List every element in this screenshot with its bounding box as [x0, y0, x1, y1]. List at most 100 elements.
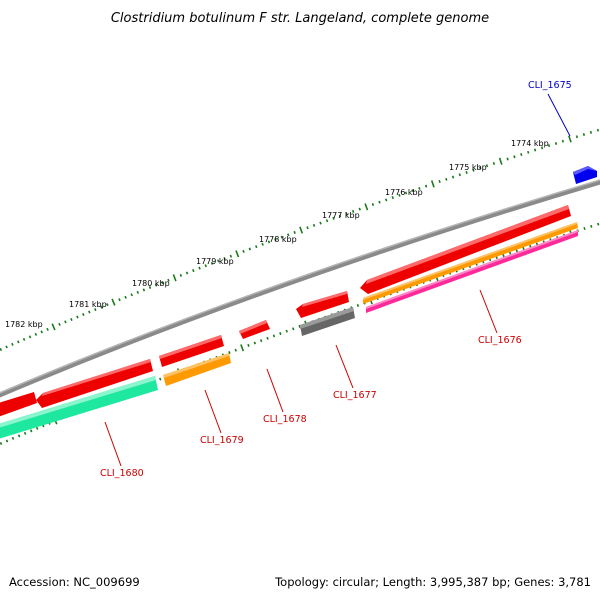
ruler-minor-tick: [506, 157, 509, 161]
ruler-major-tick: [111, 298, 116, 306]
gene-label-cli-1679[interactable]: CLI_1679: [200, 435, 244, 446]
ruler-minor-tick: [384, 198, 388, 202]
ruler-minor-tick: [561, 139, 565, 143]
gene-cli-1675[interactable]: [573, 166, 597, 184]
ruler-minor-tick: [210, 261, 214, 265]
ruler-minor-tick: [118, 298, 121, 302]
ruler-minor-tick: [267, 240, 271, 244]
ruler-minor-tick: [11, 342, 14, 346]
ruler-minor-tick: [242, 249, 245, 253]
ruler-minor-tick: [492, 162, 496, 165]
ruler-minor-tick: [159, 377, 162, 381]
ruler-minor-tick: [527, 150, 530, 154]
gene-cli-1676[interactable]: [360, 205, 578, 313]
ruler-minor-tick: [167, 278, 170, 282]
ruler-major-tick: [430, 180, 435, 188]
ruler-minor-tick: [100, 305, 103, 309]
gene-label-cli-1680[interactable]: CLI_1680: [100, 468, 144, 479]
ruler-minor-tick: [338, 214, 342, 218]
ruler-minor-tick: [17, 434, 21, 438]
ruler-minor-tick: [472, 168, 475, 172]
ruler-minor-tick: [319, 221, 322, 225]
ruler-minor-tick: [590, 224, 593, 228]
gene-label-cli-1676[interactable]: CLI_1676: [478, 335, 522, 346]
ruler-minor-tick: [445, 177, 448, 181]
gene-cli-1679[interactable]: [159, 335, 231, 386]
ruler-minor-tick: [161, 281, 164, 285]
ruler-minor-tick: [106, 303, 109, 307]
tick-label: 1778 kbp: [259, 235, 297, 244]
ruler-minor-tick: [247, 343, 250, 347]
ruler-minor-tick: [148, 285, 152, 290]
ruler-minor-tick: [575, 135, 579, 139]
ruler-minor-tick: [589, 130, 593, 134]
ruler-minor-tick: [5, 439, 9, 443]
ruler-minor-tick: [58, 322, 61, 326]
ruler-minor-tick: [5, 345, 8, 349]
ruler-minor-tick: [279, 332, 282, 336]
ruler-minor-tick: [280, 235, 283, 239]
ruler-major-tick: [498, 157, 503, 165]
ruler-minor-tick: [234, 348, 237, 352]
ruler-minor-tick: [272, 334, 276, 338]
ruler-minor-tick: [88, 310, 91, 314]
ruler-minor-tick: [248, 247, 252, 251]
ruler-minor-tick: [540, 146, 544, 150]
ruler-minor-tick: [185, 271, 189, 275]
ruler-minor-tick: [259, 339, 263, 343]
ruler-minor-tick: [312, 223, 316, 227]
ruler-major-tick: [172, 274, 177, 282]
ruler-minor-tick: [28, 335, 32, 339]
ruler-minor-tick: [582, 133, 586, 137]
gene-cli-1677[interactable]: [296, 291, 355, 336]
ruler-minor-tick: [204, 264, 207, 268]
gene-label-cli-1678[interactable]: CLI_1678: [263, 414, 307, 425]
ruler-minor-tick: [23, 431, 27, 435]
ruler-minor-tick: [40, 330, 43, 334]
label-leaders: [104, 93, 571, 467]
ruler-minor-tick: [508, 251, 512, 255]
ruler-major-tick: [299, 226, 304, 234]
gene-cli-1678[interactable]: [239, 320, 270, 339]
ruler-minor-tick: [17, 340, 20, 344]
ruler-minor-tick: [82, 312, 85, 317]
ruler-minor-ticks: [0, 128, 600, 352]
ruler-minor-tick: [22, 337, 26, 341]
ruler-minor-tick: [154, 283, 158, 287]
gene-label-cli-1675[interactable]: CLI_1675: [528, 80, 572, 91]
tick-label: 1774 kbp: [511, 139, 549, 148]
ruler-major-tick: [51, 323, 56, 331]
ruler-minor-tick: [522, 247, 525, 251]
ruler-minor-tick: [371, 203, 375, 206]
ruler-minor-tick: [418, 186, 421, 190]
tick-label: 1775 kbp: [449, 163, 487, 172]
accession-text: Accession: NC_009699: [9, 575, 140, 589]
ruler-minor-tick: [142, 288, 146, 292]
gene-label-cli-1677[interactable]: CLI_1677: [333, 390, 377, 401]
tick-label: 1776 kbp: [385, 188, 423, 197]
ruler-minor-tick: [356, 303, 360, 307]
ruler-minor-tick: [253, 341, 257, 345]
ruler-minor-tick: [332, 216, 335, 220]
ruler-minor-tick: [465, 171, 468, 174]
gene-cli-1680[interactable]: [0, 359, 158, 440]
ruler-minor-tick: [583, 227, 586, 231]
ruler-minor-tick: [64, 320, 67, 324]
ruler-minor-tick: [34, 332, 38, 336]
ruler-minor-tick: [223, 257, 226, 261]
ruler-minor-tick: [255, 245, 258, 249]
ruler-minor-tick: [228, 351, 231, 355]
ruler-minor-tick: [351, 209, 355, 213]
ruler-minor-tick: [438, 180, 441, 184]
genome-summary-text: Topology: circular; Length: 3,995,387 bp…: [274, 575, 591, 589]
ruler-minor-tick: [229, 254, 233, 258]
tick-label: 1781 kbp: [69, 300, 107, 309]
ruler-minor-tick: [136, 290, 140, 294]
ruler-minor-tick: [398, 193, 401, 197]
ruler-minor-tick: [217, 259, 220, 263]
tick-label: 1779 kbp: [196, 257, 234, 266]
ruler-minor-tick: [458, 173, 461, 177]
ruler-minor-tick: [130, 293, 133, 297]
ruler-minor-tick: [293, 230, 296, 234]
